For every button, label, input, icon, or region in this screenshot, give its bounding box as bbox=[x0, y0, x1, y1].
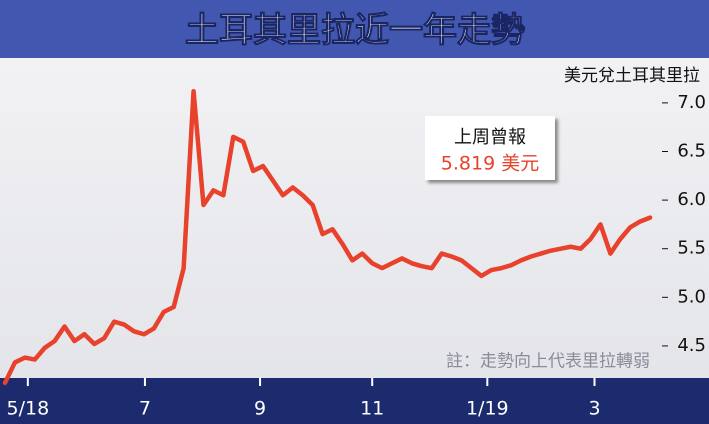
y-tick-label: 5.5 bbox=[677, 238, 706, 259]
x-axis-bar bbox=[0, 378, 709, 424]
y-axis-label: 美元兌土耳其里拉 bbox=[564, 66, 700, 86]
note: 註：走勢向上代表里拉轉弱 bbox=[446, 352, 650, 372]
x-tick-label: 5/18 bbox=[6, 398, 49, 420]
annotation-text: 5.819 美元 bbox=[441, 153, 539, 175]
chart-title: 土耳其里拉近一年走勢 bbox=[185, 11, 525, 51]
x-tick-label: 1/19 bbox=[466, 398, 509, 420]
x-tick-label: 11 bbox=[360, 398, 384, 420]
y-tick-label: 7.0 bbox=[677, 92, 706, 113]
annotation-box bbox=[425, 116, 555, 180]
y-tick-label: 6.5 bbox=[677, 140, 706, 161]
annotation-title: 上周曾報 bbox=[454, 127, 526, 148]
x-tick-label: 9 bbox=[254, 398, 266, 420]
y-tick-label: 5.0 bbox=[677, 286, 706, 307]
y-tick-label: 6.0 bbox=[677, 189, 706, 210]
header bbox=[0, 0, 709, 58]
data-line bbox=[2, 88, 653, 386]
y-tick-label: 4.5 bbox=[677, 335, 706, 356]
x-tick-label: 3 bbox=[588, 398, 600, 420]
x-tick-label: 7 bbox=[139, 398, 151, 420]
